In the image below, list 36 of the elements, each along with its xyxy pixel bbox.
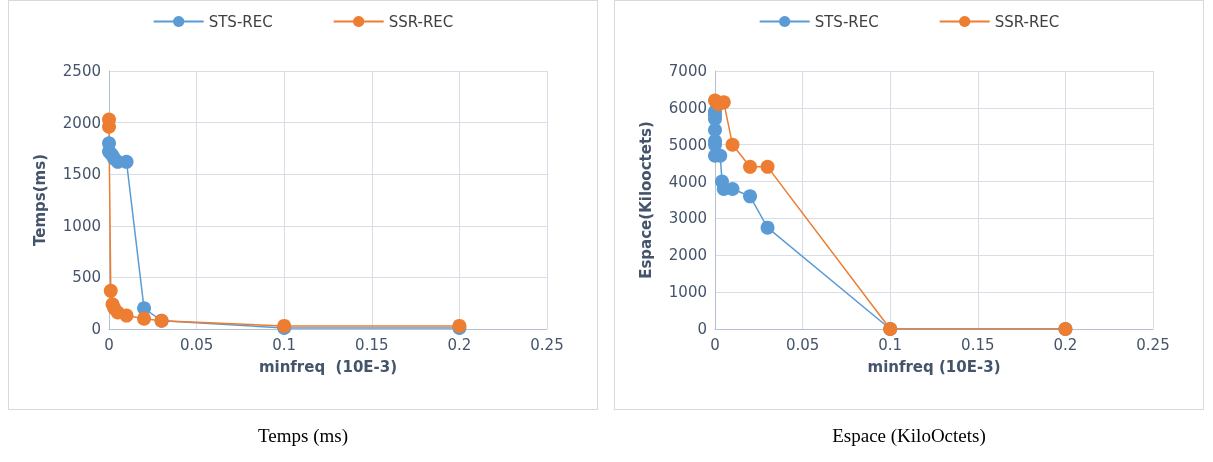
y-tick-label: 0 [697,320,707,338]
y-tick-label: 3000 [668,209,707,228]
y-tick-label: 5000 [668,135,707,154]
x-tick-label: 0.25 [530,335,564,354]
y-tick-label: 500 [72,268,101,287]
y-tick-label: 0 [91,320,101,338]
legend-label: STS-REC [208,12,273,31]
x-tick-label: 0.15 [355,335,389,354]
y-tick-label: 4000 [668,172,707,191]
y-tick-label: 1500 [62,165,101,184]
x-tick-label: 0 [710,335,720,354]
y-axis-title: Temps(ms) [30,154,49,246]
x-tick-label: 0.25 [1136,335,1170,354]
x-tick-label: 0.2 [1053,335,1078,354]
y-tick-label: 2500 [62,62,101,80]
x-tick-label: 0.2 [447,335,472,354]
legend-label: SSR-REC [994,12,1060,31]
y-axis-title: Espace(Kilooctets) [636,121,655,279]
text: Temps (ms) [257,425,349,447]
x-axis-title: minfreq (10E-3) [258,357,398,376]
y-tick-label: 2000 [62,113,101,132]
y-tick-label: 6000 [668,98,707,117]
x-tick-label: 0.05 [785,335,820,354]
x-axis-title: minfreq (10E-3) [867,357,1001,376]
x-tick-label: 0.15 [961,335,995,354]
text: Espace (KiloOctets) [831,425,987,447]
legend-label: STS-REC [814,12,879,31]
x-tick-label: 0.1 [272,335,297,354]
x-tick-label: 0.05 [179,335,214,354]
x-tick-label: 0 [104,335,114,354]
y-tick-label: 1000 [668,283,707,302]
y-tick-label: 2000 [668,246,707,265]
y-tick-label: 1000 [62,216,101,235]
legend-label: SSR-REC [388,12,454,31]
y-tick-label: 7000 [668,62,707,80]
x-tick-label: 0.1 [878,335,903,354]
